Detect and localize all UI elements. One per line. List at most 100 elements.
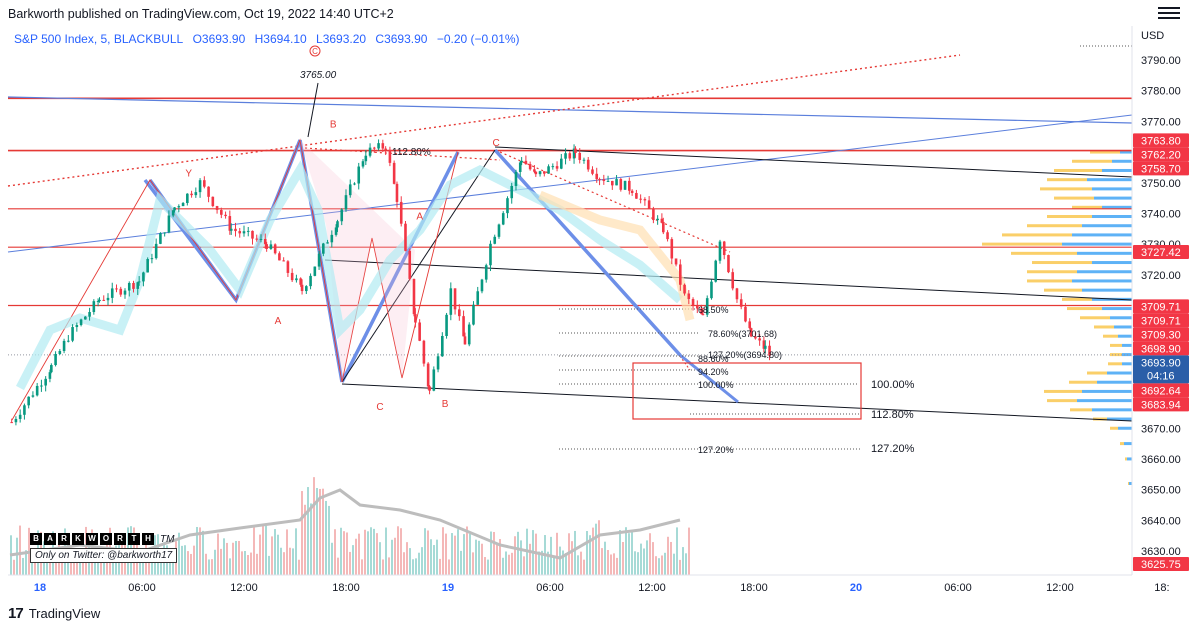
candle-body: [662, 221, 665, 233]
symbol-legend: S&P 500 Index, 5, BLACKBULL O3693.90 H36…: [14, 32, 526, 46]
candle-body: [489, 243, 492, 266]
price-label-badge: [1133, 397, 1189, 412]
volume-bar: [616, 557, 618, 575]
volume-bar: [355, 538, 357, 575]
vprofile-buy: [1070, 408, 1092, 412]
black-channel-mid: [324, 259, 1133, 301]
volume-bar: [631, 530, 633, 575]
vprofile-buy: [1027, 224, 1082, 228]
volume-bar: [595, 523, 597, 575]
price-label-badge: [1133, 245, 1189, 260]
candle-body: [79, 319, 83, 326]
volume-bar: [55, 559, 57, 575]
vprofile-sell: [1097, 380, 1132, 384]
volume-bar: [481, 543, 483, 575]
fib-target-box: [632, 362, 862, 420]
candle-body: [611, 180, 614, 186]
publish-info: Barkworth published on TradingView.com, …: [8, 7, 394, 21]
vprofile-buy: [1069, 380, 1097, 384]
volume-bar: [445, 533, 447, 575]
watermark-letter: H: [142, 533, 154, 545]
candle-body: [656, 218, 659, 221]
volume-bar: [316, 488, 318, 575]
volume-bar: [496, 543, 498, 575]
candle-body: [299, 278, 302, 285]
candle-body: [190, 193, 193, 196]
price-tick-label: 3640.00: [1141, 515, 1181, 527]
candle-body: [127, 283, 131, 291]
volume-bar: [424, 528, 426, 575]
vprofile-sell: [1124, 442, 1132, 446]
vprofile-sell: [1122, 343, 1132, 347]
volume-bar: [433, 545, 435, 575]
volume-bar: [505, 551, 507, 575]
volume-bar: [667, 536, 669, 575]
vprofile-sell: [1118, 334, 1132, 338]
candle-body: [586, 159, 590, 170]
candle-body: [159, 233, 162, 244]
volume-bar: [571, 541, 573, 575]
candle-body: [739, 299, 743, 307]
candle-body: [220, 209, 223, 215]
ohlc-high: H3694.10: [254, 32, 307, 46]
candle-body: [480, 279, 484, 292]
candle-body: [700, 308, 703, 315]
wave-label: Y: [185, 169, 192, 180]
candle-body: [538, 171, 542, 175]
candle-body: [763, 345, 767, 349]
volume-bar: [265, 525, 267, 575]
price-axis[interactable]: 3790.003780.003770.003750.003740.003730.…: [1131, 26, 1189, 575]
candle-body: [163, 232, 166, 234]
volume-bar: [547, 551, 549, 575]
candle-body: [373, 147, 376, 149]
candle-body: [207, 186, 210, 197]
volume-bar: [289, 547, 291, 575]
volume-bar: [34, 555, 36, 575]
candle-body: [181, 203, 185, 207]
vprofile-sell: [1077, 399, 1132, 403]
vprofile-buy: [1110, 343, 1122, 347]
vprofile-sell: [1077, 270, 1132, 274]
vprofile-sell: [1092, 215, 1132, 219]
candle-body: [246, 230, 250, 232]
candle-body: [727, 255, 730, 273]
candle-body: [146, 259, 149, 273]
volume-bar: [388, 557, 390, 575]
candle-body: [722, 241, 726, 256]
volume-bar: [322, 488, 324, 575]
vprofile-buy: [1044, 389, 1082, 393]
volume-bar: [685, 553, 687, 575]
candle-body: [27, 396, 30, 406]
candle-body: [368, 147, 372, 156]
price-label-text: 3709.71: [1141, 315, 1181, 327]
volume-bar: [328, 505, 330, 575]
candle-body: [263, 238, 267, 245]
time-axis[interactable]: 18 06:00 12:00 18:00 19 06:00 12:00 18:00 20 06:0…: [8, 574, 1170, 594]
volume-bar: [187, 551, 189, 575]
volume-bar: [196, 526, 198, 575]
vprofile-buy: [1027, 270, 1077, 274]
candle-body: [445, 314, 448, 336]
candle-body: [186, 193, 189, 204]
volume-bar: [352, 545, 354, 575]
currency-label[interactable]: USD: [1141, 30, 1165, 42]
volume-bar: [649, 533, 651, 575]
volume-bar: [370, 527, 372, 575]
menu-icon[interactable]: [1158, 4, 1180, 22]
symbol-name[interactable]: S&P 500 Index, 5, BLACKBULL: [14, 32, 184, 46]
footer-brand[interactable]: 17 TradingView: [8, 605, 100, 622]
wave-shading: [300, 140, 415, 382]
volume-bar: [682, 547, 684, 575]
candle-body: [543, 171, 546, 174]
price-label-text: 3698.90: [1141, 343, 1181, 355]
volume-bar: [466, 526, 468, 575]
volume-bar: [607, 550, 609, 575]
candle-body: [412, 278, 416, 315]
candle-body: [142, 272, 145, 282]
volume-bar: [376, 533, 378, 575]
volume-bar: [238, 540, 240, 575]
price-label-badge: [1133, 557, 1189, 572]
vprofile-buy: [1054, 168, 1102, 172]
fib-label: 68.50%: [698, 305, 729, 315]
